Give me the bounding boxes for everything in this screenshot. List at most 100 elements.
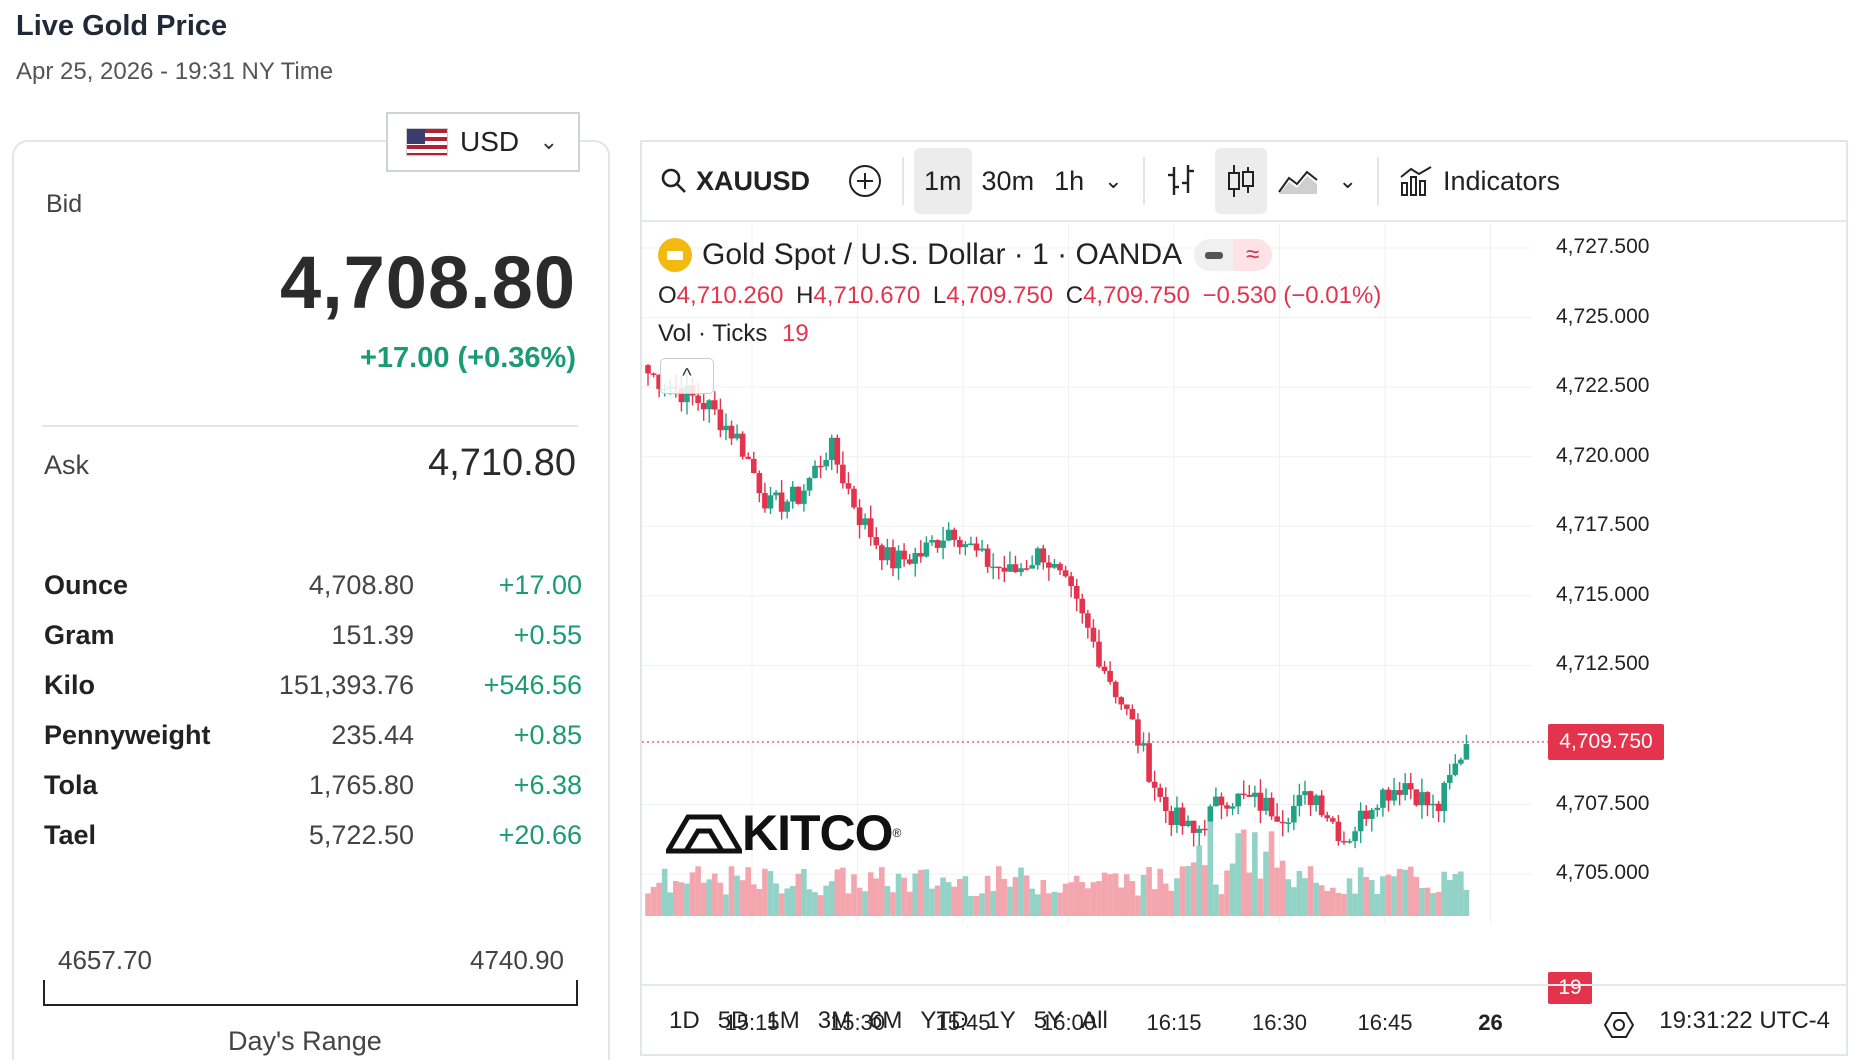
range-3m[interactable]: 3M bbox=[817, 1007, 852, 1034]
volume-bar bbox=[1190, 862, 1197, 916]
candle bbox=[1335, 821, 1342, 841]
candle bbox=[890, 547, 896, 569]
range-5d[interactable]: 5D bbox=[717, 1007, 749, 1034]
legend-toggle[interactable]: ≈ bbox=[1194, 239, 1273, 271]
volume-bar bbox=[678, 882, 685, 916]
candle bbox=[700, 403, 707, 410]
candle bbox=[712, 400, 718, 410]
candle bbox=[1051, 563, 1058, 568]
candle bbox=[1135, 719, 1141, 746]
volume-bar bbox=[1302, 878, 1308, 916]
range-6m[interactable]: 6M bbox=[869, 1007, 903, 1034]
candle bbox=[1146, 743, 1152, 782]
volume-bar bbox=[1140, 874, 1147, 916]
volume-bar bbox=[717, 882, 724, 916]
unit-change: +546.56 bbox=[483, 670, 582, 700]
volume-bar bbox=[1112, 873, 1119, 916]
interval-1h[interactable]: 1h bbox=[1054, 165, 1085, 196]
page-title: Live Gold Price bbox=[16, 10, 228, 42]
candle bbox=[951, 529, 958, 540]
unit-price: 1,765.80 bbox=[308, 770, 414, 800]
x-tick-label: 16:45 bbox=[1357, 1010, 1413, 1035]
candle bbox=[990, 566, 996, 569]
currency-select[interactable]: USD ⌄ bbox=[386, 112, 580, 172]
unit-name: Tael bbox=[44, 820, 97, 850]
volume-bar bbox=[1068, 882, 1074, 916]
range-1m[interactable]: 1M bbox=[766, 1007, 800, 1034]
chart-type-dropdown[interactable]: ⌄ bbox=[1329, 148, 1367, 214]
volume-legend: Vol · Ticks 19 bbox=[658, 320, 809, 348]
candle bbox=[1157, 787, 1164, 797]
volume-bar bbox=[1129, 881, 1136, 916]
range-1y[interactable]: 1Y bbox=[986, 1007, 1016, 1034]
unit-row: Pennyweight 235.44 +0.85 bbox=[42, 720, 582, 770]
symbol-search-button[interactable]: XAUUSD bbox=[650, 148, 820, 214]
candle bbox=[778, 492, 785, 512]
volume-bar bbox=[1201, 865, 1208, 916]
candle bbox=[1096, 641, 1102, 667]
range-1d[interactable]: 1D bbox=[669, 1007, 700, 1034]
volume-bar bbox=[745, 867, 752, 916]
area-style-button[interactable] bbox=[1267, 148, 1329, 214]
candle bbox=[1179, 807, 1186, 827]
volume-bar bbox=[945, 882, 952, 916]
volume-bar bbox=[973, 895, 980, 916]
bar-style-button[interactable] bbox=[1155, 148, 1207, 214]
interval-1m[interactable]: 1m bbox=[914, 148, 972, 214]
volume-bar bbox=[1007, 886, 1013, 916]
chart-toolbar: XAUUSD 1m 30m 1h ⌄ ⌄ Indicators bbox=[642, 142, 1846, 222]
interval-30m[interactable]: 30m bbox=[981, 165, 1035, 196]
candle bbox=[1207, 806, 1214, 831]
unit-name: Kilo bbox=[44, 670, 95, 700]
collapse-legend-button[interactable]: ^ bbox=[660, 358, 714, 394]
y-tick-label: 4,722.500 bbox=[1556, 374, 1650, 398]
range-all[interactable]: All bbox=[1081, 1007, 1108, 1034]
volume-bar bbox=[806, 889, 813, 916]
candle bbox=[1085, 613, 1091, 628]
compare-symbol-button[interactable] bbox=[838, 148, 892, 214]
volume-bar bbox=[1168, 890, 1175, 916]
interval-dropdown[interactable]: ⌄ bbox=[1094, 148, 1132, 214]
candle bbox=[1324, 815, 1331, 819]
day-range-bar bbox=[43, 980, 578, 1006]
candle bbox=[984, 548, 991, 567]
candle bbox=[1151, 781, 1158, 788]
volume-bar bbox=[1235, 833, 1241, 916]
volume-bar bbox=[700, 882, 707, 916]
unit-price: 4,708.80 bbox=[308, 570, 414, 600]
volume-bar bbox=[1268, 831, 1275, 916]
y-tick-label: 4,717.500 bbox=[1556, 513, 1650, 537]
page-subtitle: Apr 25, 2026 - 19:31 NY Time bbox=[16, 58, 334, 85]
volume-bar bbox=[1057, 892, 1063, 916]
candle bbox=[656, 374, 662, 389]
close-value: 4,709.750 bbox=[1083, 282, 1190, 309]
volume-bar bbox=[1023, 875, 1030, 916]
chart-settings-icon[interactable] bbox=[1604, 1010, 1634, 1040]
volume-bar bbox=[1224, 870, 1230, 916]
candle bbox=[1129, 708, 1136, 720]
volume-bar bbox=[1185, 866, 1191, 916]
price-chart[interactable] bbox=[642, 224, 1848, 984]
candle-style-button[interactable] bbox=[1214, 148, 1267, 214]
volume-bar bbox=[1285, 879, 1292, 916]
unit-change: +20.66 bbox=[498, 820, 582, 850]
candle bbox=[1057, 563, 1063, 571]
range-5y[interactable]: 5Y bbox=[1033, 1007, 1064, 1034]
kitco-mark-icon bbox=[666, 814, 742, 854]
chart-area[interactable]: Gold Spot / U.S. Dollar · 1 · OANDA ≈ O4… bbox=[642, 224, 1848, 1038]
volume-bar bbox=[1051, 891, 1058, 916]
volume-bar bbox=[1252, 832, 1258, 916]
volume-bar bbox=[756, 889, 763, 916]
approx-icon: ≈ bbox=[1233, 239, 1273, 271]
candle bbox=[1446, 774, 1453, 783]
candle bbox=[717, 409, 724, 431]
bars-icon bbox=[1167, 165, 1194, 195]
candle bbox=[1458, 759, 1464, 764]
indicators-button[interactable]: Indicators bbox=[1389, 148, 1570, 214]
candle bbox=[1419, 792, 1425, 806]
volume-bar bbox=[1034, 894, 1041, 916]
candle bbox=[856, 507, 863, 526]
kitco-logo-text: KITCO bbox=[742, 805, 894, 861]
candle bbox=[934, 540, 941, 548]
range-ytd[interactable]: YTD bbox=[920, 1007, 969, 1034]
